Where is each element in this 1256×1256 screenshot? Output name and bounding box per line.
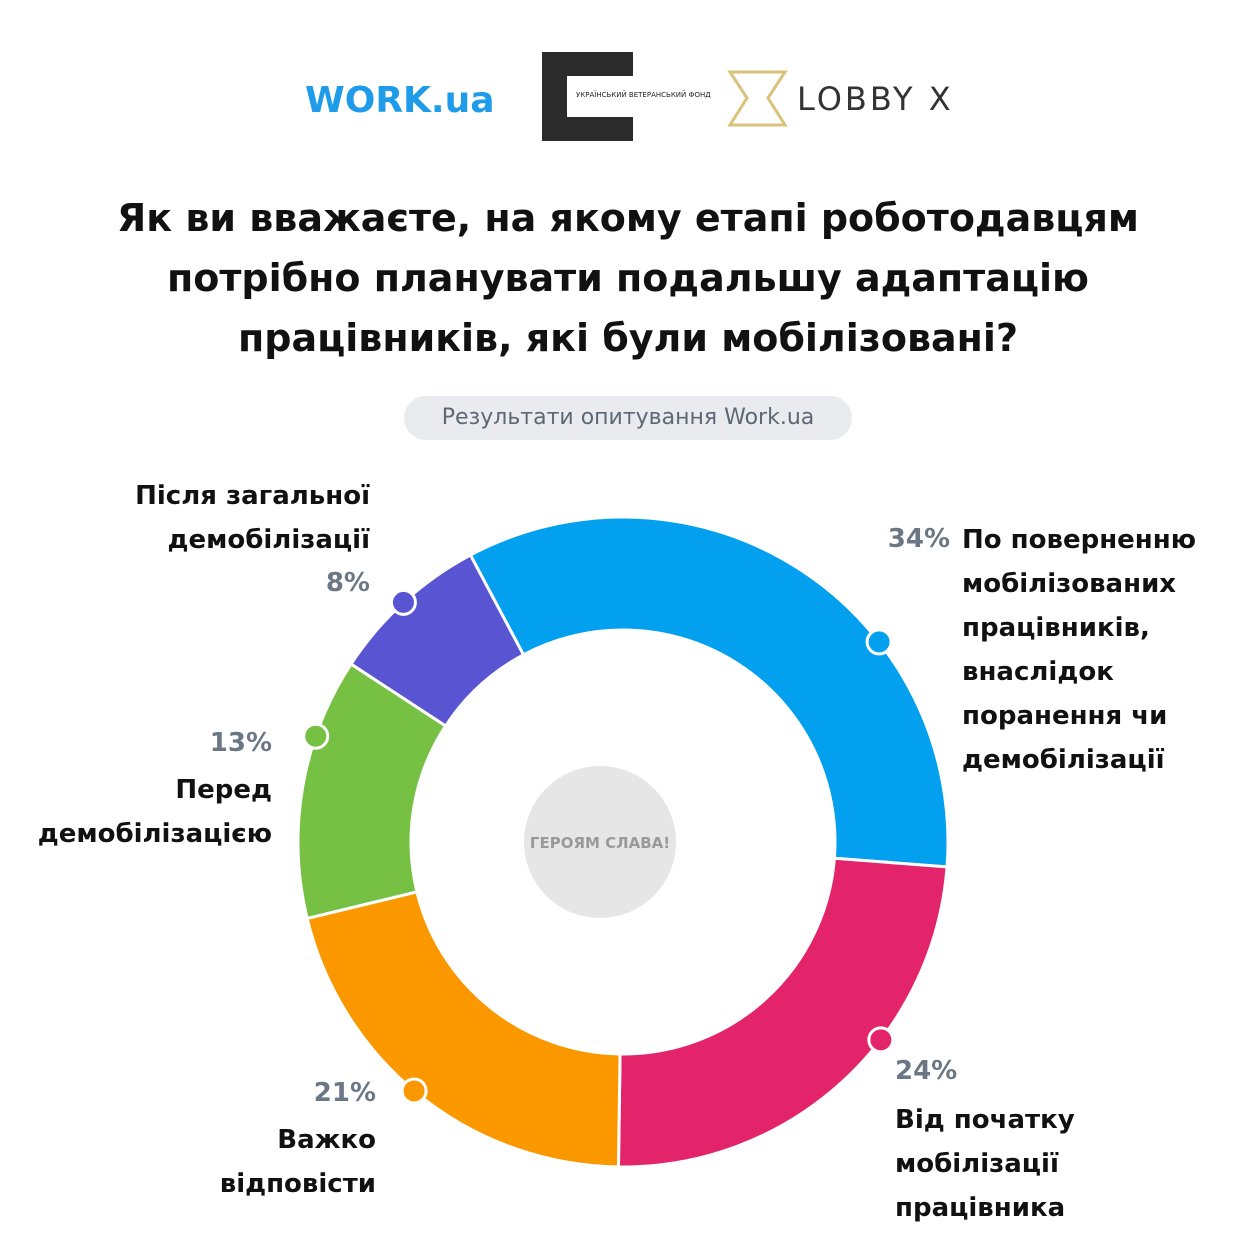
- title: Як ви вважаєте, на якому етапі роботодав…: [117, 196, 1139, 360]
- slice-dot: [865, 628, 893, 656]
- value-label: 24%: [895, 1056, 958, 1086]
- slice: [468, 515, 950, 869]
- emblem-text: ГЕРОЯМ СЛАВА!: [530, 834, 670, 852]
- logo-fund: УКРАЇНСЬКИЙ ВЕТЕРАНСЬКИЙ ФОНД: [576, 90, 711, 99]
- emblem: [524, 766, 676, 918]
- category-label: Після загальної демобілізації: [135, 481, 370, 555]
- subtitle: Результати опитування Work.ua: [404, 396, 852, 440]
- category-label: Перед демобілізацією: [37, 775, 272, 849]
- value-label: 21%: [313, 1078, 376, 1108]
- slice: [305, 890, 622, 1169]
- value-label: 8%: [325, 568, 370, 598]
- value-label: 34%: [887, 524, 950, 554]
- logo-work: WORK.ua: [305, 80, 495, 121]
- slice-dot: [302, 722, 330, 750]
- logo-fund-inner: [567, 76, 633, 117]
- slice: [348, 553, 526, 728]
- slice: [616, 856, 949, 1169]
- logo-lobby-icon: [727, 70, 788, 127]
- value-label: 13%: [209, 728, 272, 758]
- category-label: По поверненню мобілізованих працівників,…: [962, 525, 1196, 775]
- category-label: Від початку мобілізації працівника: [895, 1105, 1075, 1223]
- slice-dot: [389, 588, 417, 616]
- logo-lobby: LOBBY X: [797, 80, 954, 118]
- slice-dot: [867, 1026, 895, 1054]
- slice-dot: [400, 1077, 428, 1105]
- category-label: Важко відповісти: [219, 1125, 376, 1199]
